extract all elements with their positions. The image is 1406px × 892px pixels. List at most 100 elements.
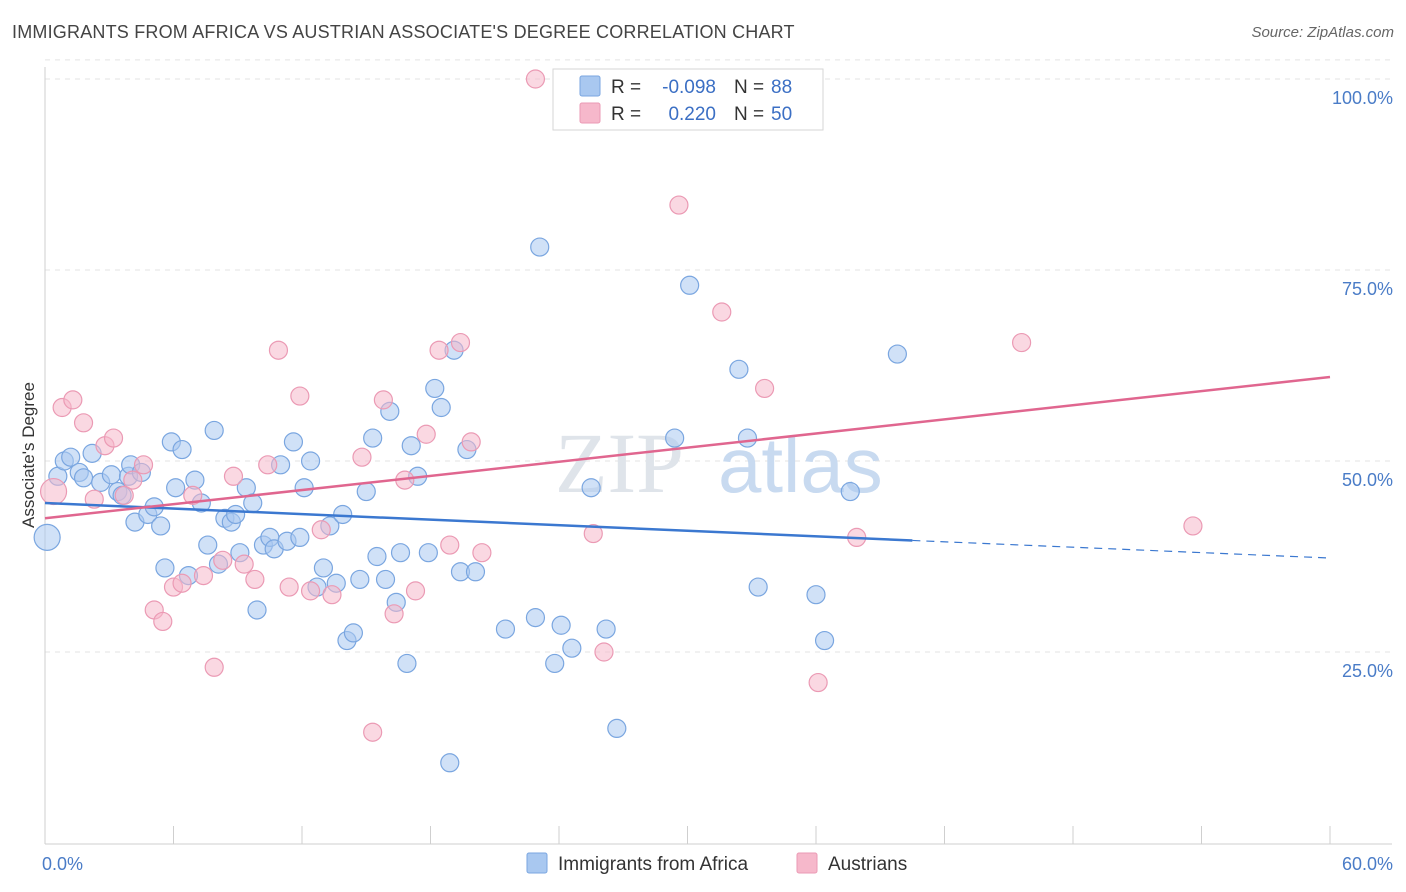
bottom-legend-label-blue: Immigrants from Africa — [558, 854, 748, 875]
point-africa-79 — [665, 428, 685, 448]
point-africa-72 — [530, 237, 550, 257]
points-layer — [33, 69, 1203, 773]
point-africa-71 — [525, 608, 546, 628]
point-austrians-17 — [213, 550, 233, 570]
point-africa-34 — [247, 600, 267, 620]
point-austrians-23 — [279, 577, 299, 597]
y-tick-label-0: 25.0% — [1342, 661, 1393, 681]
point-africa-85 — [814, 630, 835, 651]
point-africa-65 — [440, 753, 460, 773]
point-austrians-11 — [153, 611, 173, 632]
point-austrians-16 — [204, 657, 224, 677]
point-austrians-19 — [234, 554, 254, 574]
point-africa-77 — [596, 619, 616, 639]
watermark: ZIP atlas — [555, 415, 883, 511]
point-austrians-31 — [384, 604, 404, 624]
point-africa-0 — [33, 523, 61, 552]
point-africa-58 — [390, 543, 411, 563]
point-austrians-0 — [39, 477, 68, 506]
point-austrians-35 — [429, 340, 449, 360]
point-africa-18 — [155, 558, 175, 578]
point-africa-55 — [375, 569, 396, 590]
bottom-legend-swatch-pink — [796, 852, 818, 874]
legend-r-label: R = — [611, 77, 641, 98]
point-africa-81 — [729, 359, 749, 379]
point-austrians-14 — [183, 485, 203, 505]
point-africa-41 — [290, 527, 310, 548]
point-africa-59 — [397, 653, 417, 674]
legend-n-label: N = — [734, 77, 764, 98]
point-africa-86 — [840, 481, 860, 502]
point-austrians-34 — [416, 424, 436, 444]
point-austrians-8 — [123, 470, 143, 490]
tick-labels: 25.0% 50.0% 75.0% 100.0% 0.0% 60.0% — [42, 88, 1393, 874]
point-africa-83 — [748, 577, 768, 597]
point-africa-30 — [226, 504, 246, 525]
point-austrians-38 — [461, 432, 481, 452]
legend-n-value-blue: 88 — [771, 77, 792, 98]
source-credit: Source: ZipAtlas.com — [1251, 24, 1394, 41]
point-austrians-2 — [63, 390, 83, 410]
point-africa-20 — [166, 478, 186, 498]
bottom-legend-swatch-blue — [526, 852, 548, 874]
point-austrians-25 — [300, 581, 321, 601]
x-tick-label-0: 0.0% — [42, 854, 83, 874]
point-africa-62 — [418, 543, 438, 563]
point-austrians-7 — [114, 485, 134, 505]
point-austrians-39 — [472, 543, 492, 563]
legend-r-value-pink: 0.220 — [668, 104, 716, 125]
point-austrians-22 — [268, 340, 289, 360]
point-austrians-18 — [223, 466, 244, 486]
point-austrians-6 — [103, 428, 124, 448]
point-austrians-44 — [669, 195, 689, 215]
point-austrians-45 — [712, 302, 732, 322]
point-austrians-9 — [133, 455, 154, 475]
point-austrians-47 — [808, 672, 828, 693]
axes-layer — [44, 67, 1392, 845]
point-africa-3 — [61, 447, 81, 467]
point-africa-21 — [172, 439, 192, 460]
legend-swatch-pink — [579, 102, 601, 124]
point-austrians-21 — [258, 455, 278, 475]
y-tick-label-3: 100.0% — [1332, 88, 1393, 108]
legend-swatch-blue — [579, 75, 601, 97]
point-africa-80 — [680, 275, 700, 295]
point-africa-45 — [313, 558, 334, 578]
point-austrians-4 — [84, 489, 104, 509]
point-austrians-30 — [373, 390, 393, 410]
point-africa-60 — [401, 436, 421, 456]
point-austrians-28 — [352, 447, 372, 467]
y-tick-label-2: 75.0% — [1342, 279, 1393, 299]
point-africa-17 — [151, 516, 171, 536]
point-austrians-24 — [290, 386, 310, 406]
point-austrians-26 — [311, 520, 331, 540]
point-austrians-13 — [172, 573, 192, 593]
point-austrians-49 — [1011, 332, 1032, 353]
point-africa-25 — [198, 535, 218, 555]
legend-r-label-2: R = — [611, 104, 641, 125]
point-austrians-27 — [322, 585, 342, 605]
point-austrians-33 — [405, 581, 426, 601]
point-africa-63 — [425, 378, 445, 399]
trend-line-africa — [44, 501, 913, 542]
point-africa-76 — [581, 478, 601, 498]
point-africa-70 — [495, 619, 516, 639]
point-africa-78 — [607, 718, 627, 739]
watermark-zip: ZIP — [555, 415, 684, 511]
point-africa-64 — [431, 397, 451, 418]
point-austrians-36 — [440, 535, 460, 555]
point-austrians-15 — [193, 565, 214, 586]
point-africa-54 — [367, 546, 387, 567]
x-tick-label-1: 60.0% — [1342, 854, 1393, 874]
point-africa-50 — [343, 623, 363, 643]
trend-line-africa-extension — [912, 539, 1331, 559]
point-austrians-41 — [583, 523, 603, 544]
point-africa-43 — [300, 451, 321, 471]
point-africa-74 — [551, 615, 571, 635]
point-africa-26 — [204, 420, 224, 441]
point-africa-82 — [737, 428, 758, 448]
point-austrians-37 — [450, 332, 471, 353]
point-africa-69 — [465, 562, 486, 582]
legend-n-label-2: N = — [734, 104, 764, 125]
